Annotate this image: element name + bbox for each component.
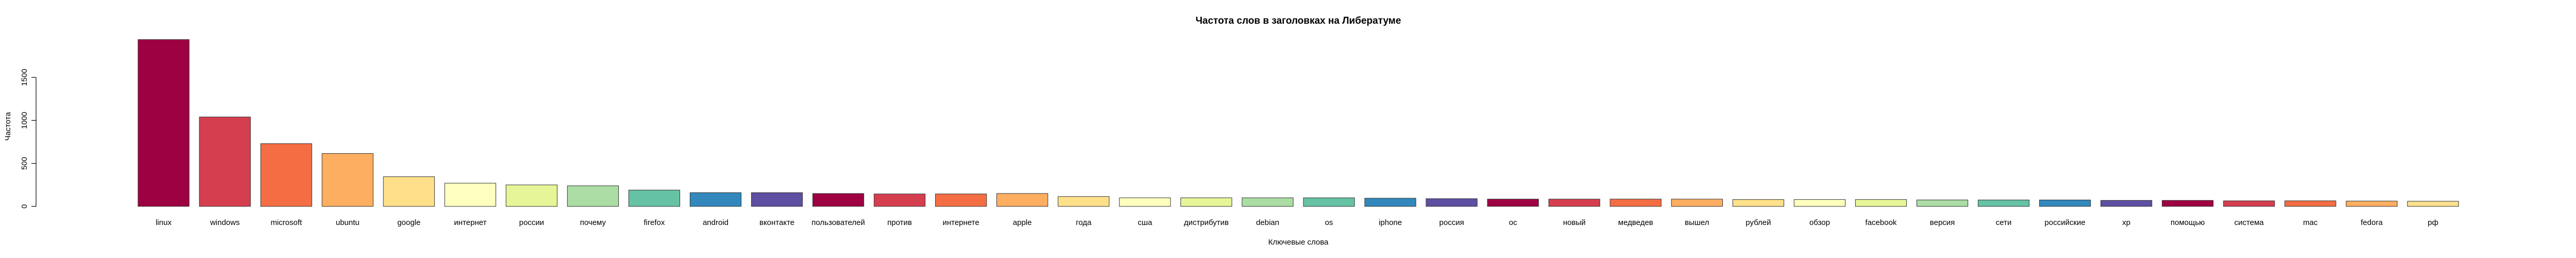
- bar: [567, 185, 619, 207]
- x-tick-label: apple: [1013, 218, 1032, 227]
- bar: [1364, 198, 1416, 207]
- x-tick-label: россия: [1439, 218, 1464, 227]
- x-tick-label: linux: [156, 218, 172, 227]
- bar: [1426, 198, 1478, 207]
- bar: [260, 143, 312, 207]
- x-tick-label: медведев: [1618, 218, 1653, 227]
- x-tick-label: fedora: [2361, 218, 2383, 227]
- bar: [1855, 199, 1907, 207]
- x-tick-label: iphone: [1379, 218, 1402, 227]
- x-tick-label: microsoft: [270, 218, 302, 227]
- bar: [2407, 201, 2459, 207]
- x-tick-label: года: [1076, 218, 1092, 227]
- bar: [812, 193, 865, 207]
- x-tick-label: xp: [2122, 218, 2130, 227]
- bar: [1978, 200, 2030, 207]
- x-tick-label: рублей: [1745, 218, 1771, 227]
- x-tick-label: россии: [519, 218, 544, 227]
- x-tick-label: против: [887, 218, 912, 227]
- bar: [505, 184, 557, 207]
- x-tick-label: firefox: [644, 218, 665, 227]
- bar: [1793, 199, 1846, 207]
- bar: [2346, 201, 2398, 207]
- bar: [321, 153, 374, 207]
- bar: [1303, 197, 1355, 207]
- bar: [1119, 197, 1171, 207]
- bar: [199, 117, 251, 207]
- x-tick-label: windows: [210, 218, 240, 227]
- bar: [1609, 199, 1662, 207]
- x-tick-label: ubuntu: [336, 218, 360, 227]
- y-tick-label: 1000: [20, 112, 29, 129]
- bar: [1548, 199, 1600, 207]
- bar: [874, 194, 926, 207]
- bar: [2162, 200, 2214, 207]
- x-tick-label: почему: [580, 218, 606, 227]
- bar: [383, 176, 435, 207]
- y-tick-label: 500: [20, 157, 29, 170]
- bar: [2284, 200, 2336, 207]
- x-axis-label: Ключевые слова: [1268, 238, 1329, 247]
- chart-title: Частота слов в заголовках на Либератуме: [1196, 15, 1401, 26]
- y-tick-label: 0: [20, 204, 29, 208]
- bar: [1242, 197, 1294, 207]
- x-tick-label: пользователей: [811, 218, 865, 227]
- bar: [138, 39, 190, 207]
- x-tick-label: os: [1325, 218, 1333, 227]
- x-tick-label: вконтакте: [759, 218, 794, 227]
- x-tick-label: вышел: [1685, 218, 1709, 227]
- x-tick-label: интернет: [454, 218, 486, 227]
- y-axis-label: Частота: [4, 112, 12, 141]
- y-tick-label: 1500: [20, 69, 29, 86]
- bar: [751, 192, 803, 207]
- bar: [1487, 199, 1539, 207]
- bar: [628, 189, 681, 207]
- x-tick-label: помощью: [2171, 218, 2205, 227]
- bar: [689, 192, 742, 207]
- bar: [1180, 197, 1232, 207]
- x-tick-label: версия: [1930, 218, 1955, 227]
- x-tick-label: дистрибутив: [1184, 218, 1229, 227]
- bar: [1916, 200, 1969, 207]
- bar: [996, 193, 1048, 207]
- x-tick-label: google: [397, 218, 420, 227]
- bar: [2223, 200, 2275, 207]
- x-tick-label: новый: [1563, 218, 1586, 227]
- bar: [935, 194, 987, 207]
- x-tick-label: android: [703, 218, 728, 227]
- x-tick-label: facebook: [1866, 218, 1897, 227]
- x-tick-label: сети: [1996, 218, 2012, 227]
- x-tick-label: интернете: [943, 218, 979, 227]
- x-tick-label: российские: [2045, 218, 2086, 227]
- bar: [1058, 196, 1110, 207]
- bar: [2100, 200, 2153, 207]
- bar: [2039, 200, 2091, 207]
- bar: [1671, 199, 1723, 207]
- x-tick-label: система: [2234, 218, 2264, 227]
- x-tick-label: mac: [2303, 218, 2318, 227]
- bar: [1732, 199, 1785, 207]
- x-tick-label: ос: [1509, 218, 1517, 227]
- x-tick-label: обзор: [1809, 218, 1830, 227]
- x-tick-label: debian: [1256, 218, 1279, 227]
- x-tick-label: рф: [2428, 218, 2438, 227]
- x-tick-label: сша: [1138, 218, 1153, 227]
- bar: [444, 183, 496, 207]
